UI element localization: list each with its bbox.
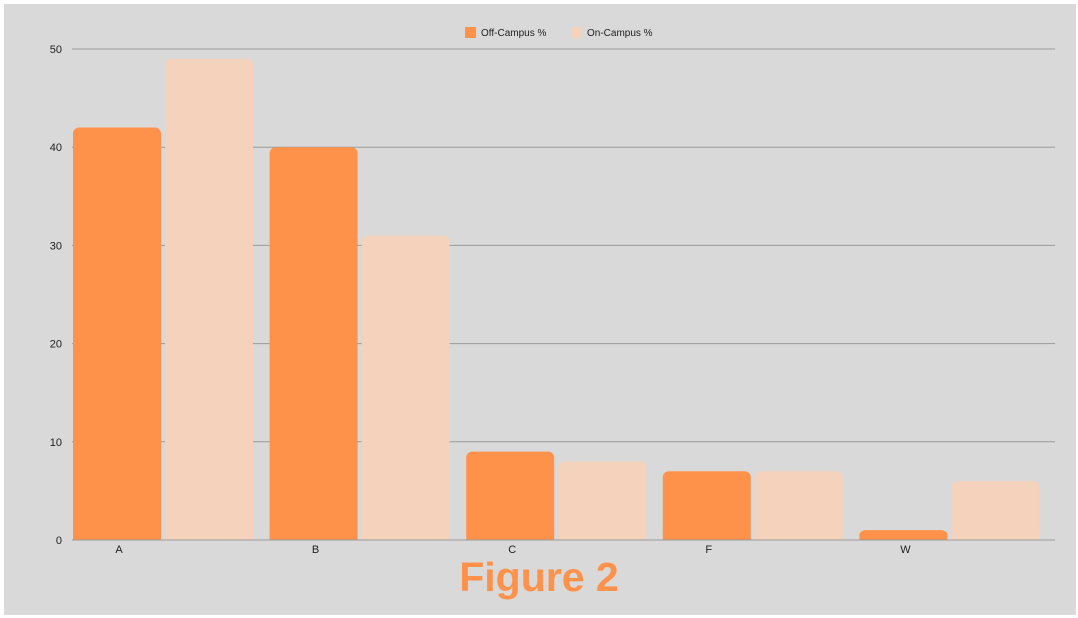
y-tick-label: 50 — [50, 44, 62, 56]
bar-base — [754, 534, 843, 540]
y-tick-label: 0 — [56, 535, 62, 547]
legend-swatch-off-campus — [465, 27, 476, 38]
bar-off-campus-f — [662, 471, 751, 540]
bar-base — [269, 534, 358, 540]
legend: Off-Campus % On-Campus % — [465, 27, 653, 39]
bar-off-campus-a — [73, 127, 161, 540]
y-axis-ticks: 0 10 20 30 40 50 — [50, 44, 62, 547]
bar-off-campus-b — [269, 147, 358, 540]
bar-on-campus-c — [558, 461, 647, 540]
x-tick-label: B — [312, 544, 319, 556]
bar-on-campus-b — [361, 235, 450, 540]
bar-off-campus-c — [466, 451, 555, 540]
y-tick-label: 10 — [50, 437, 62, 449]
bar-base — [466, 534, 555, 540]
bar-base — [662, 534, 751, 540]
y-tick-label: 30 — [50, 240, 62, 252]
bar-base — [165, 534, 253, 540]
x-tick-label: F — [705, 544, 712, 556]
bar-base — [859, 534, 948, 540]
legend-label-on-campus: On-Campus % — [587, 28, 653, 39]
bar-on-campus-a — [165, 58, 253, 540]
bar-base — [951, 534, 1040, 540]
figure-caption: Figure 2 — [459, 554, 619, 600]
y-tick-label: 40 — [50, 142, 62, 154]
bar-base — [361, 534, 450, 540]
x-tick-label: W — [900, 544, 911, 556]
bar-base — [558, 534, 647, 540]
x-tick-label: C — [508, 544, 516, 556]
bar-base — [73, 534, 161, 540]
bars — [72, 58, 1055, 541]
legend-swatch-on-campus — [571, 27, 582, 38]
y-tick-label: 20 — [50, 339, 62, 351]
x-tick-label: A — [115, 544, 123, 556]
legend-label-off-campus: Off-Campus % — [481, 28, 546, 39]
bar-on-campus-w — [951, 481, 1040, 540]
bar-on-campus-f — [754, 471, 843, 540]
